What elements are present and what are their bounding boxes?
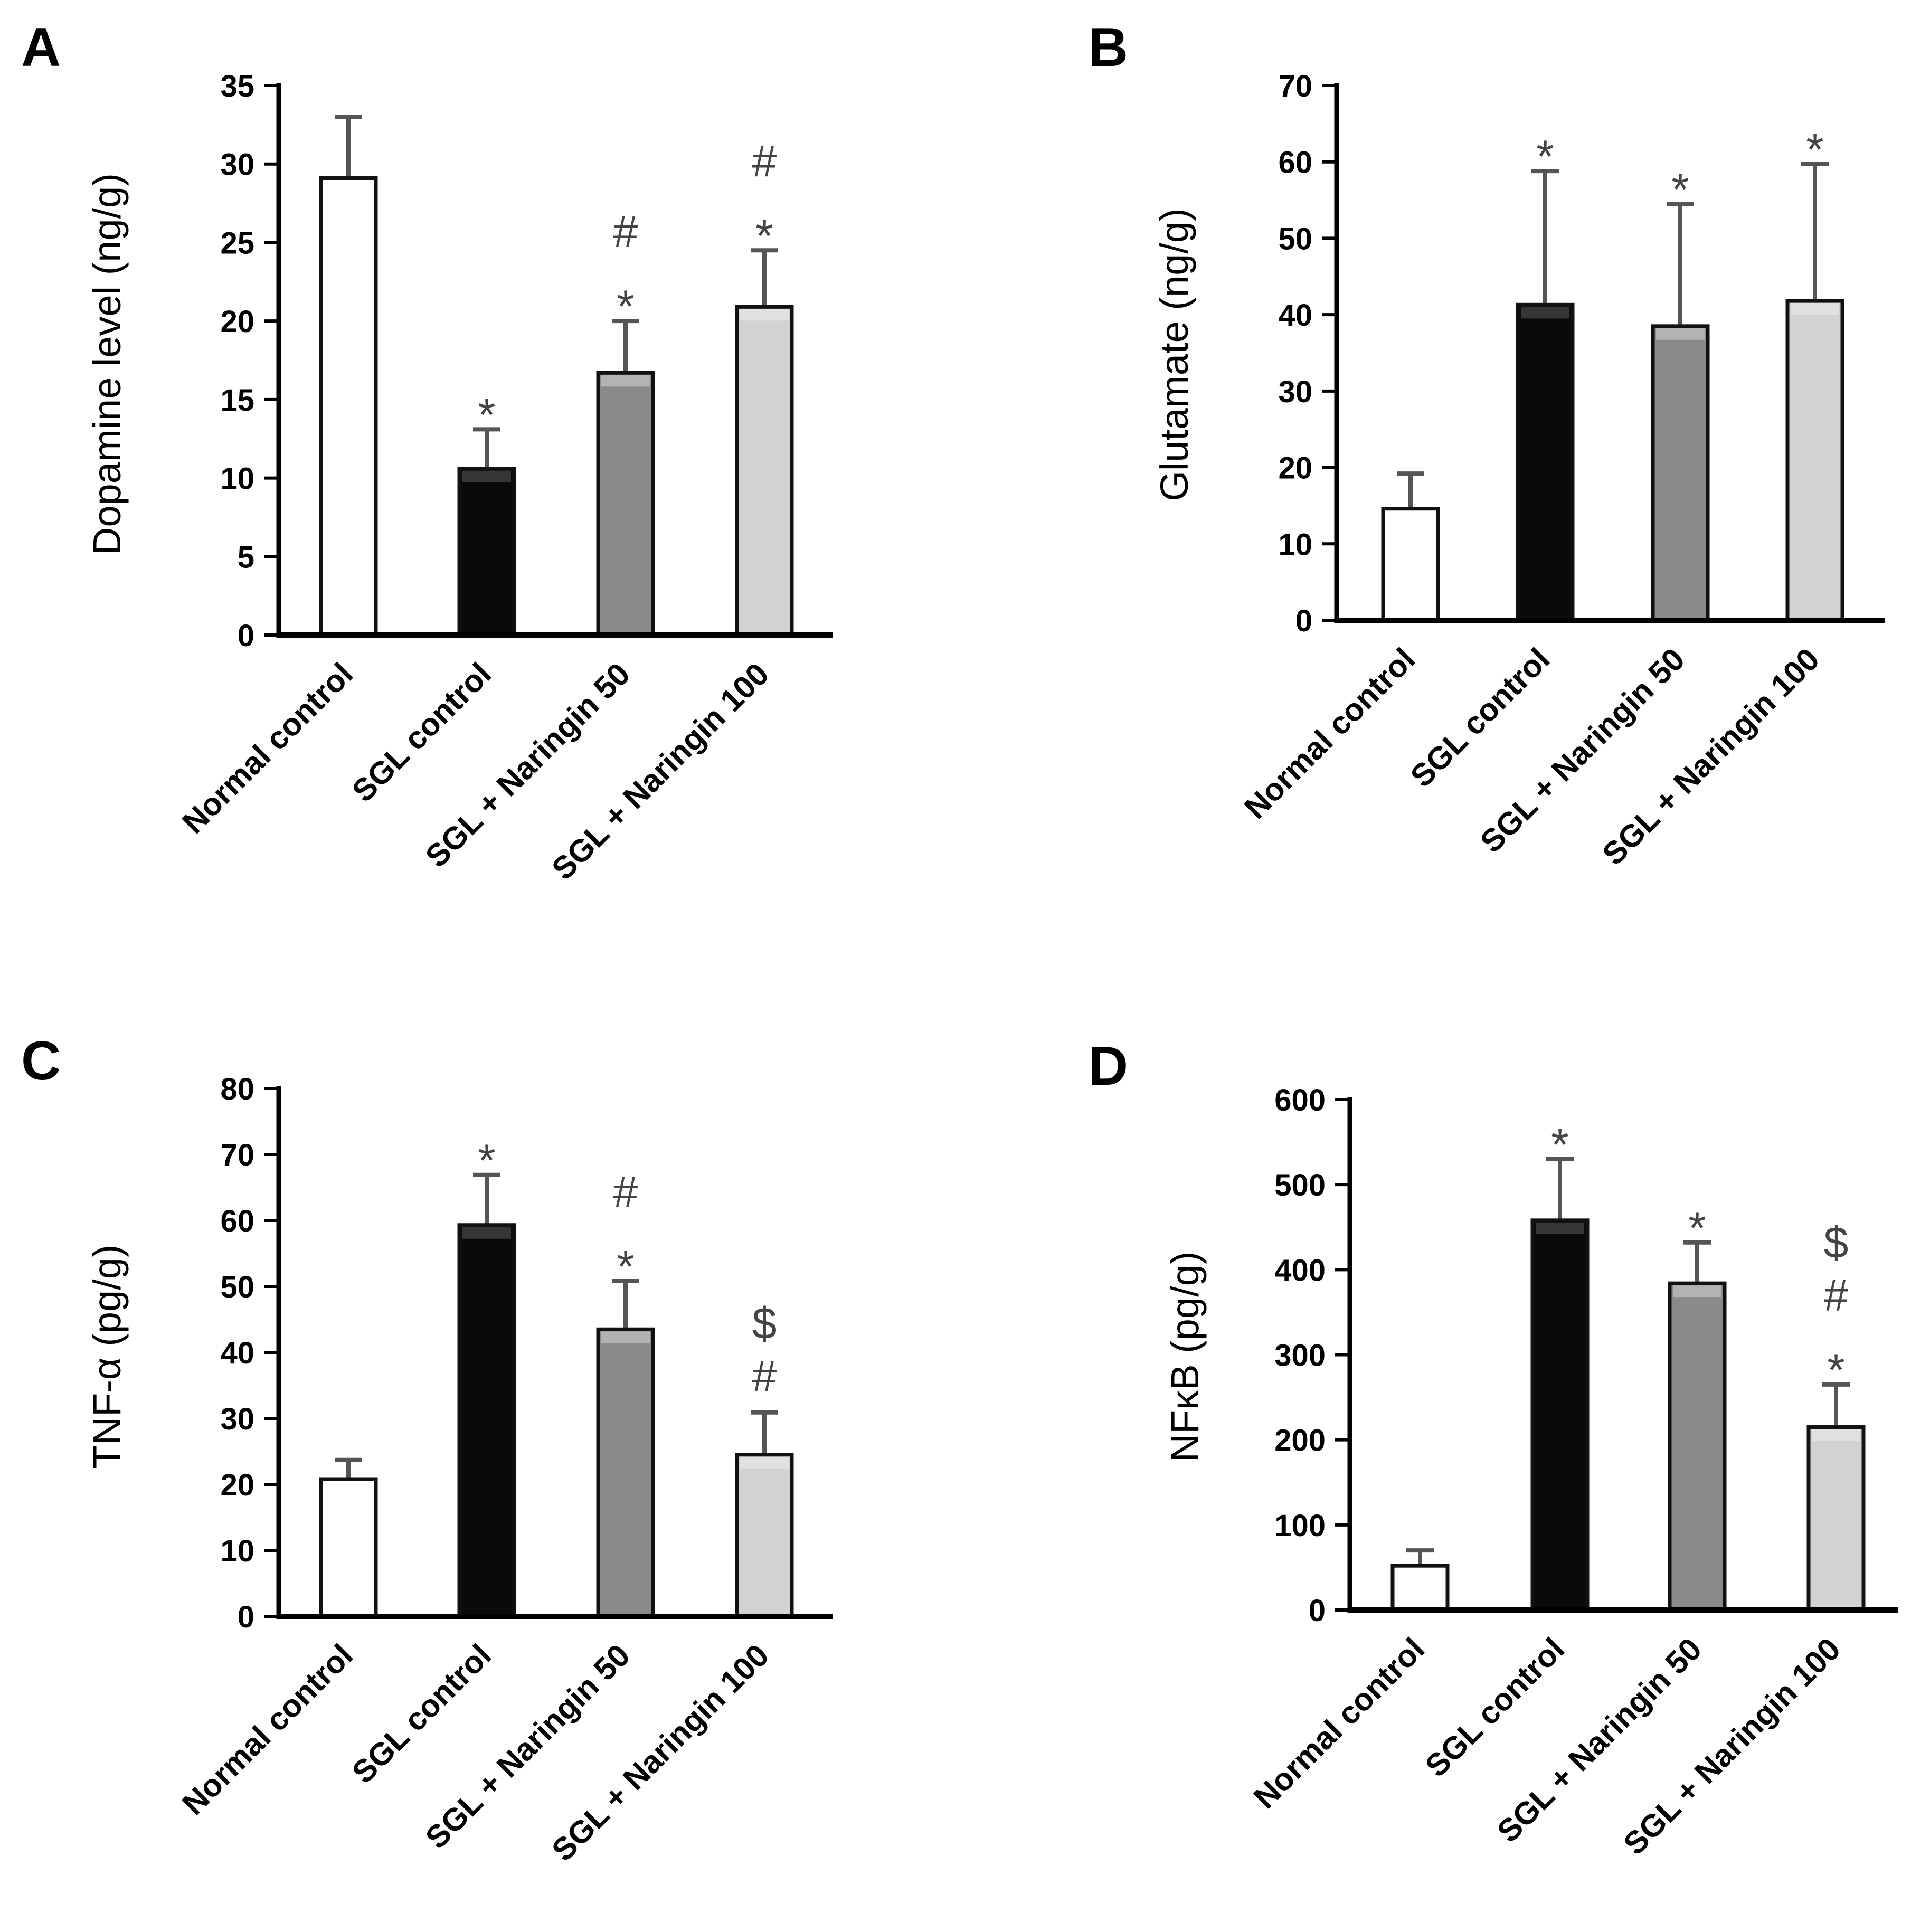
y-axis-label: Glutamate (ng/g) bbox=[1152, 208, 1196, 501]
significance-marker: * bbox=[755, 211, 773, 261]
y-tick-label: 5 bbox=[238, 540, 254, 574]
significance-marker: * bbox=[617, 281, 634, 332]
y-tick-label: 10 bbox=[220, 462, 254, 496]
y-tick-label: 20 bbox=[1278, 451, 1312, 486]
significance-marker: * bbox=[1827, 1345, 1844, 1396]
bar bbox=[1651, 324, 1710, 622]
bar-highlight bbox=[462, 470, 511, 482]
bar bbox=[1785, 299, 1844, 622]
bar-highlight bbox=[601, 1331, 650, 1343]
y-tick-label: 0 bbox=[238, 1600, 254, 1634]
bar bbox=[319, 176, 378, 637]
significance-marker: * bbox=[617, 1242, 634, 1292]
bar-highlight bbox=[740, 1456, 789, 1469]
panel-label: D bbox=[1089, 1036, 1128, 1097]
y-tick-label: 70 bbox=[1278, 69, 1312, 103]
panel-label: A bbox=[21, 17, 61, 78]
bar bbox=[596, 1327, 655, 1618]
bar bbox=[1381, 507, 1440, 622]
bar-highlight bbox=[462, 1227, 511, 1239]
y-tick-label: 30 bbox=[220, 1402, 254, 1436]
significance-marker: $ bbox=[1824, 1218, 1849, 1267]
bar-highlight bbox=[601, 375, 650, 387]
bar bbox=[1516, 302, 1575, 622]
y-tick-label: 25 bbox=[220, 226, 254, 260]
significance-marker: # bbox=[613, 207, 638, 257]
y-tick-label: 80 bbox=[220, 1072, 254, 1106]
significance-marker: # bbox=[752, 1351, 777, 1401]
panel-label: C bbox=[21, 1030, 61, 1092]
y-tick-label: 0 bbox=[1309, 1594, 1326, 1628]
y-tick-label: 40 bbox=[1278, 298, 1312, 333]
y-tick-label: 10 bbox=[1278, 527, 1312, 562]
bar-highlight bbox=[1521, 307, 1569, 319]
y-tick-label: 20 bbox=[220, 1468, 254, 1502]
bar-highlight bbox=[1536, 1222, 1584, 1234]
bar bbox=[735, 305, 794, 637]
y-axis-label: TNF-α (pg/g) bbox=[85, 1244, 129, 1469]
significance-marker: # bbox=[613, 1167, 638, 1217]
y-tick-label: 50 bbox=[1278, 222, 1312, 256]
significance-marker: * bbox=[1671, 164, 1689, 215]
bar bbox=[457, 1223, 516, 1618]
y-tick-label: 30 bbox=[1278, 375, 1312, 409]
bar bbox=[735, 1453, 794, 1618]
significance-marker: # bbox=[1824, 1271, 1849, 1320]
y-tick-label: 0 bbox=[1295, 604, 1312, 638]
y-axis-label: NFκB (pg/g) bbox=[1163, 1252, 1207, 1462]
significance-marker: * bbox=[478, 1135, 495, 1186]
y-tick-label: 400 bbox=[1274, 1253, 1326, 1287]
y-tick-label: 70 bbox=[220, 1138, 254, 1172]
y-tick-label: 50 bbox=[220, 1270, 254, 1304]
y-tick-label: 30 bbox=[220, 148, 254, 182]
significance-marker: * bbox=[1536, 131, 1554, 182]
y-tick-label: 60 bbox=[220, 1204, 254, 1238]
y-tick-label: 200 bbox=[1274, 1424, 1326, 1458]
bar bbox=[319, 1477, 378, 1618]
y-tick-label: 35 bbox=[220, 69, 254, 103]
bar-highlight bbox=[1791, 303, 1839, 315]
bar-highlight bbox=[1673, 1285, 1721, 1298]
significance-marker: * bbox=[478, 390, 495, 440]
bar bbox=[457, 467, 516, 637]
bar-highlight bbox=[740, 309, 789, 321]
significance-marker: * bbox=[1806, 125, 1823, 175]
bar bbox=[1390, 1564, 1450, 1612]
bar-highlight bbox=[1812, 1429, 1860, 1441]
y-tick-label: 60 bbox=[1278, 146, 1312, 180]
significance-marker: $ bbox=[752, 1299, 777, 1348]
y-tick-label: 0 bbox=[238, 619, 254, 653]
significance-marker: * bbox=[1551, 1120, 1568, 1170]
y-tick-label: 20 bbox=[220, 305, 254, 339]
y-tick-label: 100 bbox=[1274, 1509, 1326, 1543]
y-tick-label: 500 bbox=[1274, 1168, 1326, 1202]
y-tick-label: 300 bbox=[1274, 1339, 1326, 1373]
bar bbox=[596, 371, 655, 637]
bar-highlight bbox=[1656, 328, 1705, 340]
bar bbox=[1530, 1218, 1590, 1612]
significance-marker: * bbox=[1688, 1203, 1706, 1254]
y-tick-label: 600 bbox=[1274, 1083, 1326, 1117]
bar bbox=[1806, 1425, 1866, 1612]
panel-label: B bbox=[1089, 17, 1128, 78]
significance-marker: # bbox=[752, 136, 777, 186]
bar bbox=[1668, 1281, 1727, 1612]
y-tick-label: 15 bbox=[220, 383, 254, 418]
y-tick-label: 40 bbox=[220, 1336, 254, 1370]
y-tick-label: 10 bbox=[220, 1534, 254, 1568]
y-axis-label: Dopamine level (ng/g) bbox=[85, 173, 129, 555]
